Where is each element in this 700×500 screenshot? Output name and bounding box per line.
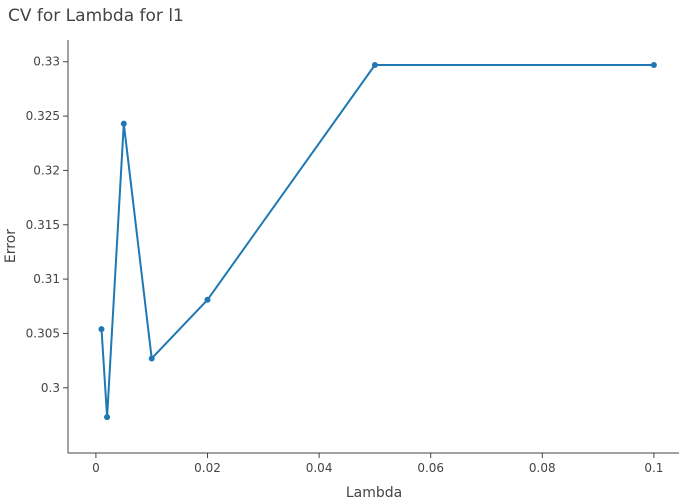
x-tick-label: 0.04 <box>306 461 333 475</box>
x-tick-label: 0.08 <box>529 461 556 475</box>
data-point <box>98 326 105 333</box>
plot-area <box>98 61 657 421</box>
x-tick-label: 0 <box>92 461 100 475</box>
x-tick-label: 0.1 <box>644 461 663 475</box>
y-axis: 0.3 0.305 0.31 0.315 0.32 0.325 0.33 <box>26 40 69 453</box>
x-axis-title: Lambda <box>346 485 402 500</box>
y-tick-label: 0.305 <box>26 326 60 340</box>
chart-title: CV for Lambda for l1 <box>8 6 184 26</box>
x-tick-label: 0.02 <box>194 461 221 475</box>
y-tick-label: 0.31 <box>33 272 60 286</box>
data-point <box>371 61 378 68</box>
y-tick-label: 0.325 <box>26 109 60 123</box>
x-axis: 0 0.02 0.04 0.06 0.08 0.1 <box>68 452 679 475</box>
data-point <box>204 296 211 303</box>
x-tick-label: 0.06 <box>417 461 444 475</box>
series-line <box>100 64 654 419</box>
y-tick-label: 0.315 <box>26 218 60 232</box>
data-point <box>120 120 127 127</box>
data-point <box>148 355 155 362</box>
data-point <box>104 414 111 421</box>
y-axis-title: Error <box>3 229 19 263</box>
y-tick-label: 0.3 <box>41 381 60 395</box>
y-tick-label: 0.32 <box>33 163 60 177</box>
y-tick-label: 0.33 <box>33 55 60 69</box>
data-point <box>650 61 657 68</box>
